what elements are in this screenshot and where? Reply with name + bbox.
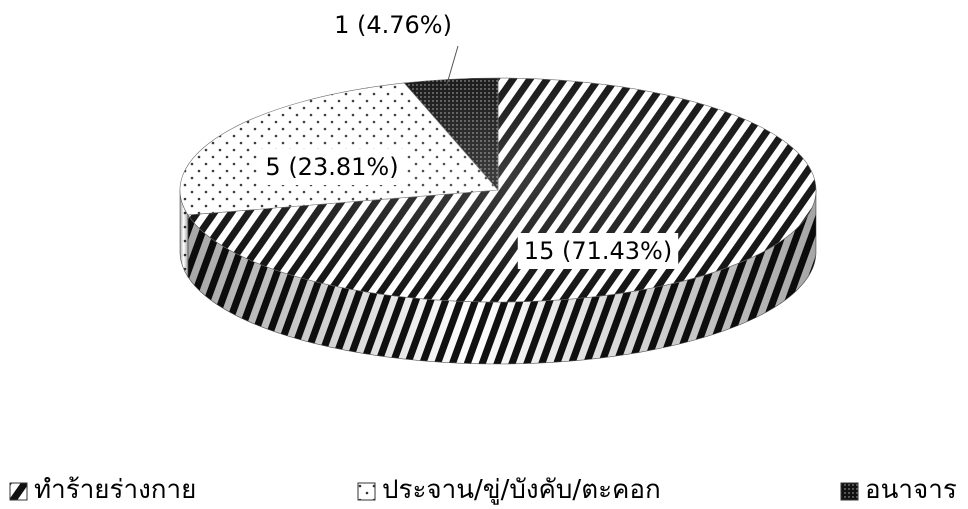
legend-label-0: ทำร้ายร่างกาย — [34, 475, 196, 505]
legend-item-2: อนาจาร — [840, 475, 957, 505]
data-label-1: 5 (23.81%) — [259, 149, 405, 185]
legend-swatch-0 — [9, 482, 28, 501]
legend-swatch-1 — [357, 482, 376, 501]
pie-side-shade-0 — [187, 190, 817, 364]
legend-label-1: ประจาน/ขู่/บังคับ/ตะคอก — [382, 475, 661, 505]
data-label-0: 15 (71.43%) — [517, 233, 679, 269]
data-label-bg-1 — [259, 149, 405, 185]
leader-line — [446, 45, 459, 86]
legend-item-0: ทำร้ายร่างกาย — [9, 475, 196, 505]
legend-swatch-2 — [840, 482, 859, 501]
legend-item-1: ประจาน/ขู่/บังคับ/ตะคอก — [357, 475, 661, 505]
data-labels: 15 (71.43%) 5 (23.81%) 1 (4.76%) — [259, 11, 679, 269]
data-label-2: 1 (4.76%) — [334, 11, 452, 39]
pie-top-gloss — [180, 78, 816, 302]
legend: ทำร้ายร่างกาย ประจาน/ขู่/บังคับ/ตะคอก อนาจ… — [9, 475, 957, 505]
legend-label-2: อนาจาร — [865, 475, 957, 505]
data-label-bg-0 — [517, 233, 679, 269]
data-label-text-1: 5 (23.81%) — [265, 153, 398, 181]
pie-top — [179, 77, 817, 303]
data-label-text-0: 15 (71.43%) — [524, 237, 672, 265]
data-label-text-2: 1 (4.76%) — [334, 11, 452, 39]
